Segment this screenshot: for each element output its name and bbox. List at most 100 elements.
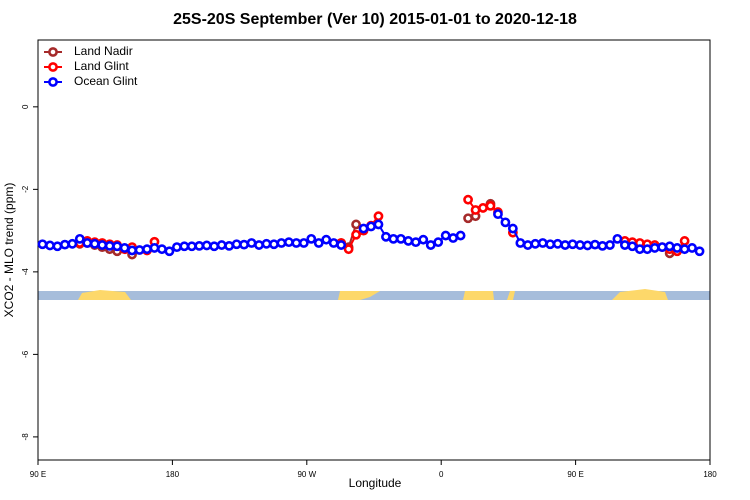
data-point — [642, 244, 653, 255]
data-point — [97, 240, 108, 250]
data-point — [500, 217, 511, 228]
y-axis-label: XCO2 - MLO trend (ppm) — [2, 183, 16, 318]
data-point — [627, 241, 638, 252]
data-point — [373, 211, 384, 222]
data-point — [425, 240, 436, 250]
legend-swatch — [48, 62, 58, 72]
plot-frame — [37, 39, 711, 461]
y-tick-label: -8 — [21, 433, 30, 441]
data-point — [343, 244, 354, 255]
data-point — [119, 243, 130, 253]
data-point — [157, 244, 167, 255]
data-point — [612, 233, 623, 244]
data-point — [537, 238, 548, 248]
data-point — [351, 229, 361, 240]
data-point — [149, 243, 160, 253]
data-point — [575, 240, 585, 250]
data-point — [410, 237, 421, 248]
data-point — [358, 223, 369, 234]
data-point — [194, 240, 205, 251]
data-point — [276, 238, 287, 248]
legend-label: Land Glint — [74, 59, 129, 73]
data-point — [261, 238, 272, 249]
land-shape — [78, 290, 131, 300]
x-tick-label: 0 — [439, 470, 444, 479]
data-point — [552, 238, 563, 249]
data-point — [381, 231, 391, 242]
data-point — [313, 238, 324, 248]
data-point — [82, 238, 93, 248]
data-point — [373, 219, 384, 230]
x-tick-label: 180 — [166, 470, 180, 479]
legend-swatch — [48, 77, 58, 87]
data-point — [104, 240, 115, 251]
data-point — [269, 239, 279, 250]
data-point — [493, 209, 503, 220]
data-point — [485, 200, 496, 211]
data-point — [291, 238, 302, 248]
chart-title: 25S-20S September (Ver 10) 2015-01-01 to… — [173, 11, 577, 28]
data-point — [127, 245, 137, 256]
data-point — [649, 243, 660, 253]
data-point — [209, 241, 220, 252]
data-point — [597, 240, 608, 251]
data-point — [448, 233, 459, 243]
data-point — [567, 239, 578, 250]
data-point — [605, 240, 615, 250]
data-point — [463, 194, 473, 205]
x-tick-label: 90 W — [297, 470, 316, 479]
data-point — [224, 240, 235, 251]
data-point — [52, 241, 63, 252]
data-point — [283, 237, 294, 248]
data-point — [478, 203, 488, 213]
data-point — [694, 246, 705, 257]
x-axis-label: Longitude — [349, 476, 402, 490]
data-point — [336, 240, 347, 250]
land-shape — [612, 289, 668, 300]
data-point — [619, 240, 630, 250]
x-tick-label: 90 E — [567, 470, 583, 479]
data-point — [351, 219, 361, 230]
data-point — [112, 241, 123, 252]
y-tick-label: -2 — [21, 185, 30, 193]
data-point — [142, 244, 152, 255]
data-point — [246, 238, 257, 248]
land-shape — [507, 291, 515, 300]
data-point — [687, 243, 697, 253]
data-point — [582, 240, 593, 251]
data-point — [634, 244, 645, 255]
data-point — [134, 245, 145, 255]
data-point — [679, 244, 690, 255]
data-point — [59, 239, 70, 250]
data-point — [74, 233, 85, 244]
land-shape — [463, 291, 494, 300]
data-point — [298, 238, 309, 248]
data-point — [45, 240, 55, 251]
data-point — [37, 239, 48, 250]
data-point — [657, 242, 668, 253]
data-point — [455, 230, 466, 241]
legend-label: Ocean Glint — [74, 74, 138, 88]
y-tick-label: -4 — [21, 268, 30, 276]
data-point — [530, 238, 541, 249]
data-point — [231, 239, 242, 250]
y-tick-label: -6 — [21, 350, 30, 358]
data-point — [201, 240, 212, 251]
data-point — [590, 239, 600, 250]
data-point — [545, 239, 556, 250]
data-point — [171, 242, 182, 253]
data-point — [321, 234, 332, 245]
data-point — [679, 236, 690, 246]
legend-label: Land Nadir — [74, 44, 133, 58]
data-point — [470, 205, 481, 215]
x-tick-label: 180 — [703, 470, 717, 479]
ocean-band — [38, 291, 710, 300]
data-point — [186, 241, 197, 252]
data-point — [216, 240, 227, 250]
data-point — [418, 234, 429, 245]
data-point — [254, 240, 264, 250]
data-point — [366, 221, 376, 232]
data-point — [395, 233, 406, 244]
data-point — [560, 240, 571, 250]
